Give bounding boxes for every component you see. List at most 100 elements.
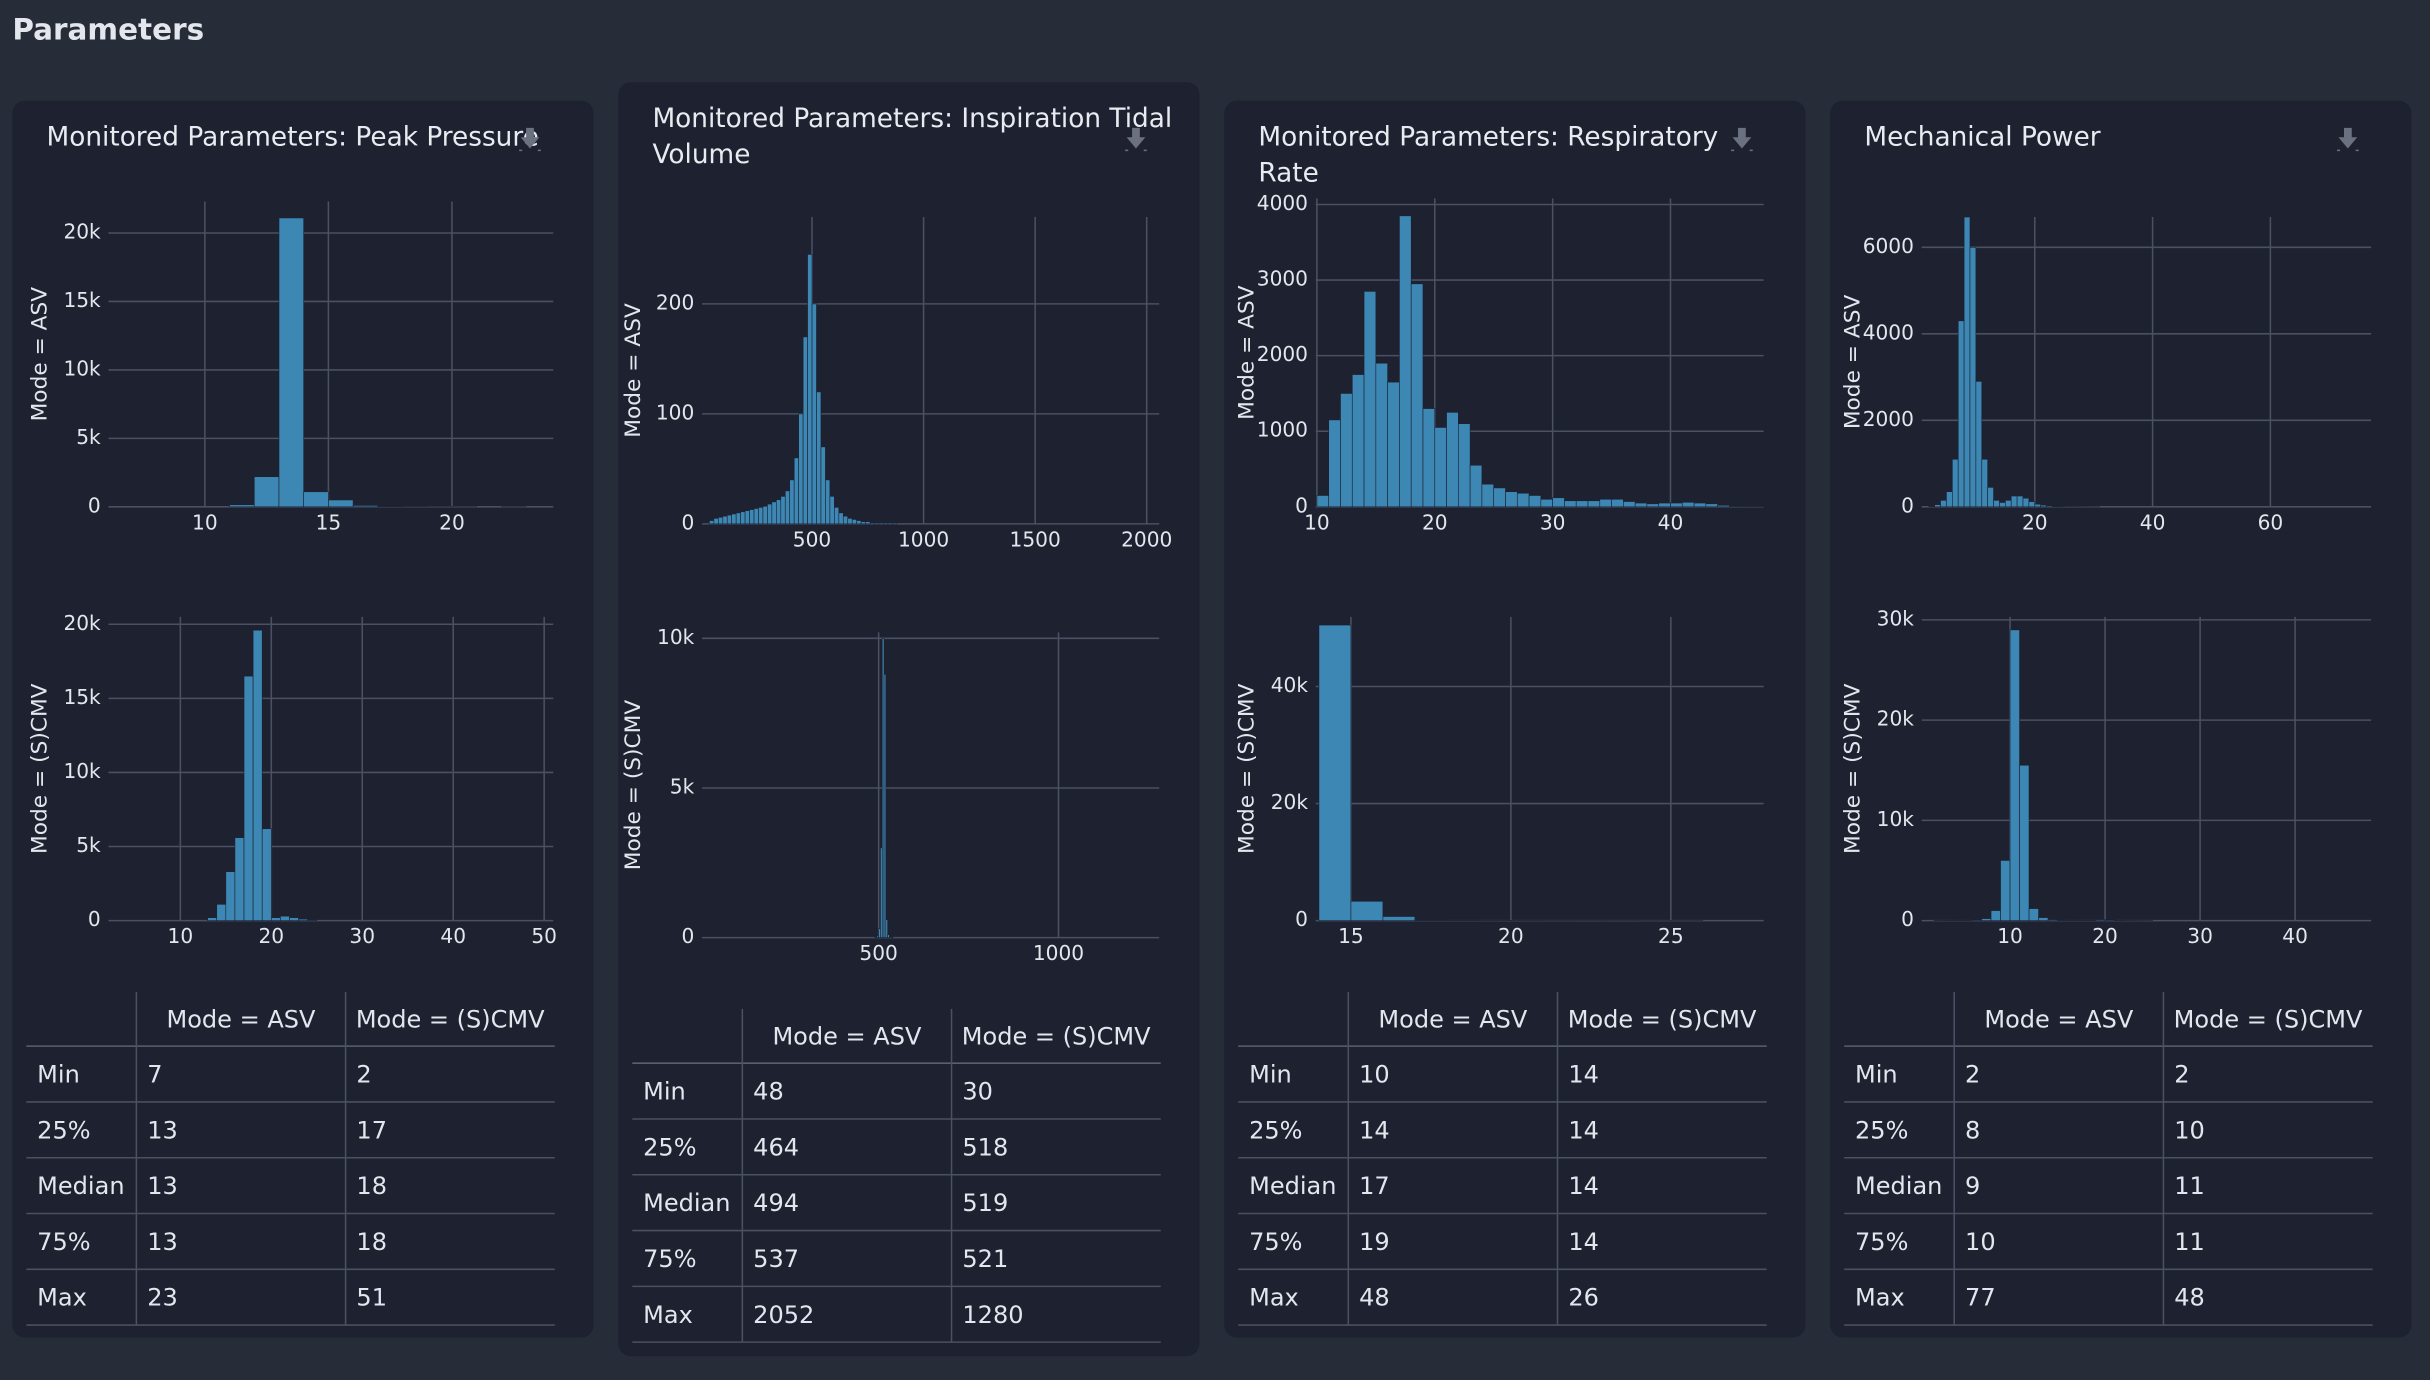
panel-title: Monitored Parameters: Inspiration Tidal … xyxy=(652,103,1173,171)
y-tick-label: 0 xyxy=(1295,907,1308,931)
histogram-bar xyxy=(1564,500,1577,508)
table-cell: 48 xyxy=(2174,1284,2205,1312)
histogram-bar xyxy=(744,510,750,525)
histogram-bar xyxy=(767,503,773,525)
histogram-bar xyxy=(1351,374,1365,508)
histogram-bar xyxy=(869,522,875,525)
histogram-bar xyxy=(829,496,835,525)
download-hit-area[interactable] xyxy=(2331,124,2365,158)
table-cell: 10 xyxy=(2174,1116,2205,1144)
x-tick-label: 25 xyxy=(1658,924,1684,948)
histogram-bar xyxy=(1458,423,1471,508)
histogram-bar xyxy=(252,629,263,921)
table-cell: 2 xyxy=(1965,1061,1980,1089)
y-tick-label: 0 xyxy=(88,907,101,931)
histogram-bar xyxy=(1387,381,1400,508)
histogram-bar xyxy=(1969,246,1977,508)
download-hit-area[interactable] xyxy=(1119,124,1153,158)
table-cell: 10 xyxy=(1965,1228,1996,1256)
x-tick-label: 500 xyxy=(793,527,831,551)
x-tick-label: 20 xyxy=(2092,924,2118,948)
table-cell: 19 xyxy=(1359,1228,1390,1256)
row-label: 75% xyxy=(37,1228,90,1256)
histogram-bar xyxy=(1729,505,1742,508)
table-cell: 48 xyxy=(753,1078,784,1106)
y-tick-label: 15k xyxy=(63,288,101,312)
download-icon xyxy=(1731,127,1753,152)
table-header: Mode = ASV xyxy=(1378,1006,1527,1034)
histogram-bar xyxy=(1963,216,1971,508)
table-cell: 8 xyxy=(1965,1116,1980,1144)
x-tick-label: 60 xyxy=(2258,510,2284,534)
panel xyxy=(1830,100,2412,1338)
table-cell: 521 xyxy=(962,1245,1008,1273)
x-tick-label: 20 xyxy=(2022,510,2048,534)
histogram-bar xyxy=(1705,503,1718,508)
y-tick-label: 4000 xyxy=(1863,320,1914,344)
y-tick-label: 0 xyxy=(1901,493,1914,517)
y-tick-label: 40k xyxy=(1271,673,1309,697)
download-hit-area[interactable] xyxy=(513,124,547,158)
y-tick-label: 200 xyxy=(656,290,694,314)
y-tick-label: 5k xyxy=(76,833,101,857)
histogram-bar xyxy=(807,254,813,525)
row-label: Median xyxy=(1855,1172,1942,1200)
histogram-bar xyxy=(789,479,795,525)
histogram-bar xyxy=(753,508,759,525)
histogram-bar xyxy=(1446,412,1459,508)
histogram-bar xyxy=(253,476,280,508)
download-button[interactable] xyxy=(1119,124,1153,158)
histogram-bar xyxy=(784,490,791,525)
histogram-bar xyxy=(2005,500,2012,508)
table-cell: 51 xyxy=(356,1284,387,1312)
table-header: Mode = ASV xyxy=(772,1023,921,1051)
histogram-bar xyxy=(1975,381,1983,508)
histogram-bar xyxy=(1646,503,1660,508)
histogram-bar xyxy=(2052,505,2059,508)
x-tick-label: 30 xyxy=(2187,924,2213,948)
row-label: Max xyxy=(1249,1284,1299,1312)
table-cell: 13 xyxy=(147,1116,178,1144)
table-header: Mode = (S)CMV xyxy=(356,1006,545,1034)
histogram-bar xyxy=(1981,458,1988,508)
histogram-bar xyxy=(243,675,254,921)
panel xyxy=(1224,100,1806,1338)
histogram-bar xyxy=(1399,215,1412,508)
table-header: Mode = (S)CMV xyxy=(2174,1006,2363,1034)
y-tick-label: 6000 xyxy=(1863,234,1914,258)
histogram-bar xyxy=(2010,495,2018,508)
histogram-bar xyxy=(229,504,255,508)
row-label: Median xyxy=(1249,1172,1336,1200)
histogram-bar xyxy=(298,918,308,921)
y-axis-label: Mode = ASV xyxy=(1840,295,1865,430)
table-header: Mode = ASV xyxy=(167,1006,316,1034)
histogram-bar xyxy=(2028,501,2036,508)
histogram-bar xyxy=(1505,491,1518,508)
histogram-bar xyxy=(1623,501,1636,508)
histogram-bar xyxy=(771,501,777,525)
histogram-bar xyxy=(2034,503,2041,508)
histogram-bar xyxy=(207,917,218,921)
histogram-bar xyxy=(1552,497,1565,508)
histogram-bar xyxy=(1318,624,1352,921)
download-icon xyxy=(1125,127,1147,152)
download-button[interactable] xyxy=(2331,124,2365,158)
histogram-bar xyxy=(216,903,227,921)
download-button[interactable] xyxy=(1725,124,1759,158)
y-tick-label: 0 xyxy=(681,924,694,948)
download-button[interactable] xyxy=(513,124,547,158)
histogram-bar xyxy=(740,511,746,525)
table-cell: 13 xyxy=(147,1228,178,1256)
histogram-bar xyxy=(2104,919,2115,921)
table-cell: 26 xyxy=(1568,1284,1599,1312)
download-hit-area[interactable] xyxy=(1725,124,1759,158)
histogram-bar xyxy=(1658,502,1671,508)
histogram-bar xyxy=(1575,500,1589,508)
x-tick-label: 2000 xyxy=(1121,527,1172,551)
y-axis-label: Mode = (S)CMV xyxy=(1235,683,1260,854)
panel xyxy=(618,82,1200,1357)
histogram-bar xyxy=(1987,487,1994,508)
y-tick-label: 30k xyxy=(1877,606,1915,630)
panel-title-box: Monitored Parameters: Respiratory Rate xyxy=(1258,122,1718,189)
x-tick-label: 40 xyxy=(1658,510,1684,534)
